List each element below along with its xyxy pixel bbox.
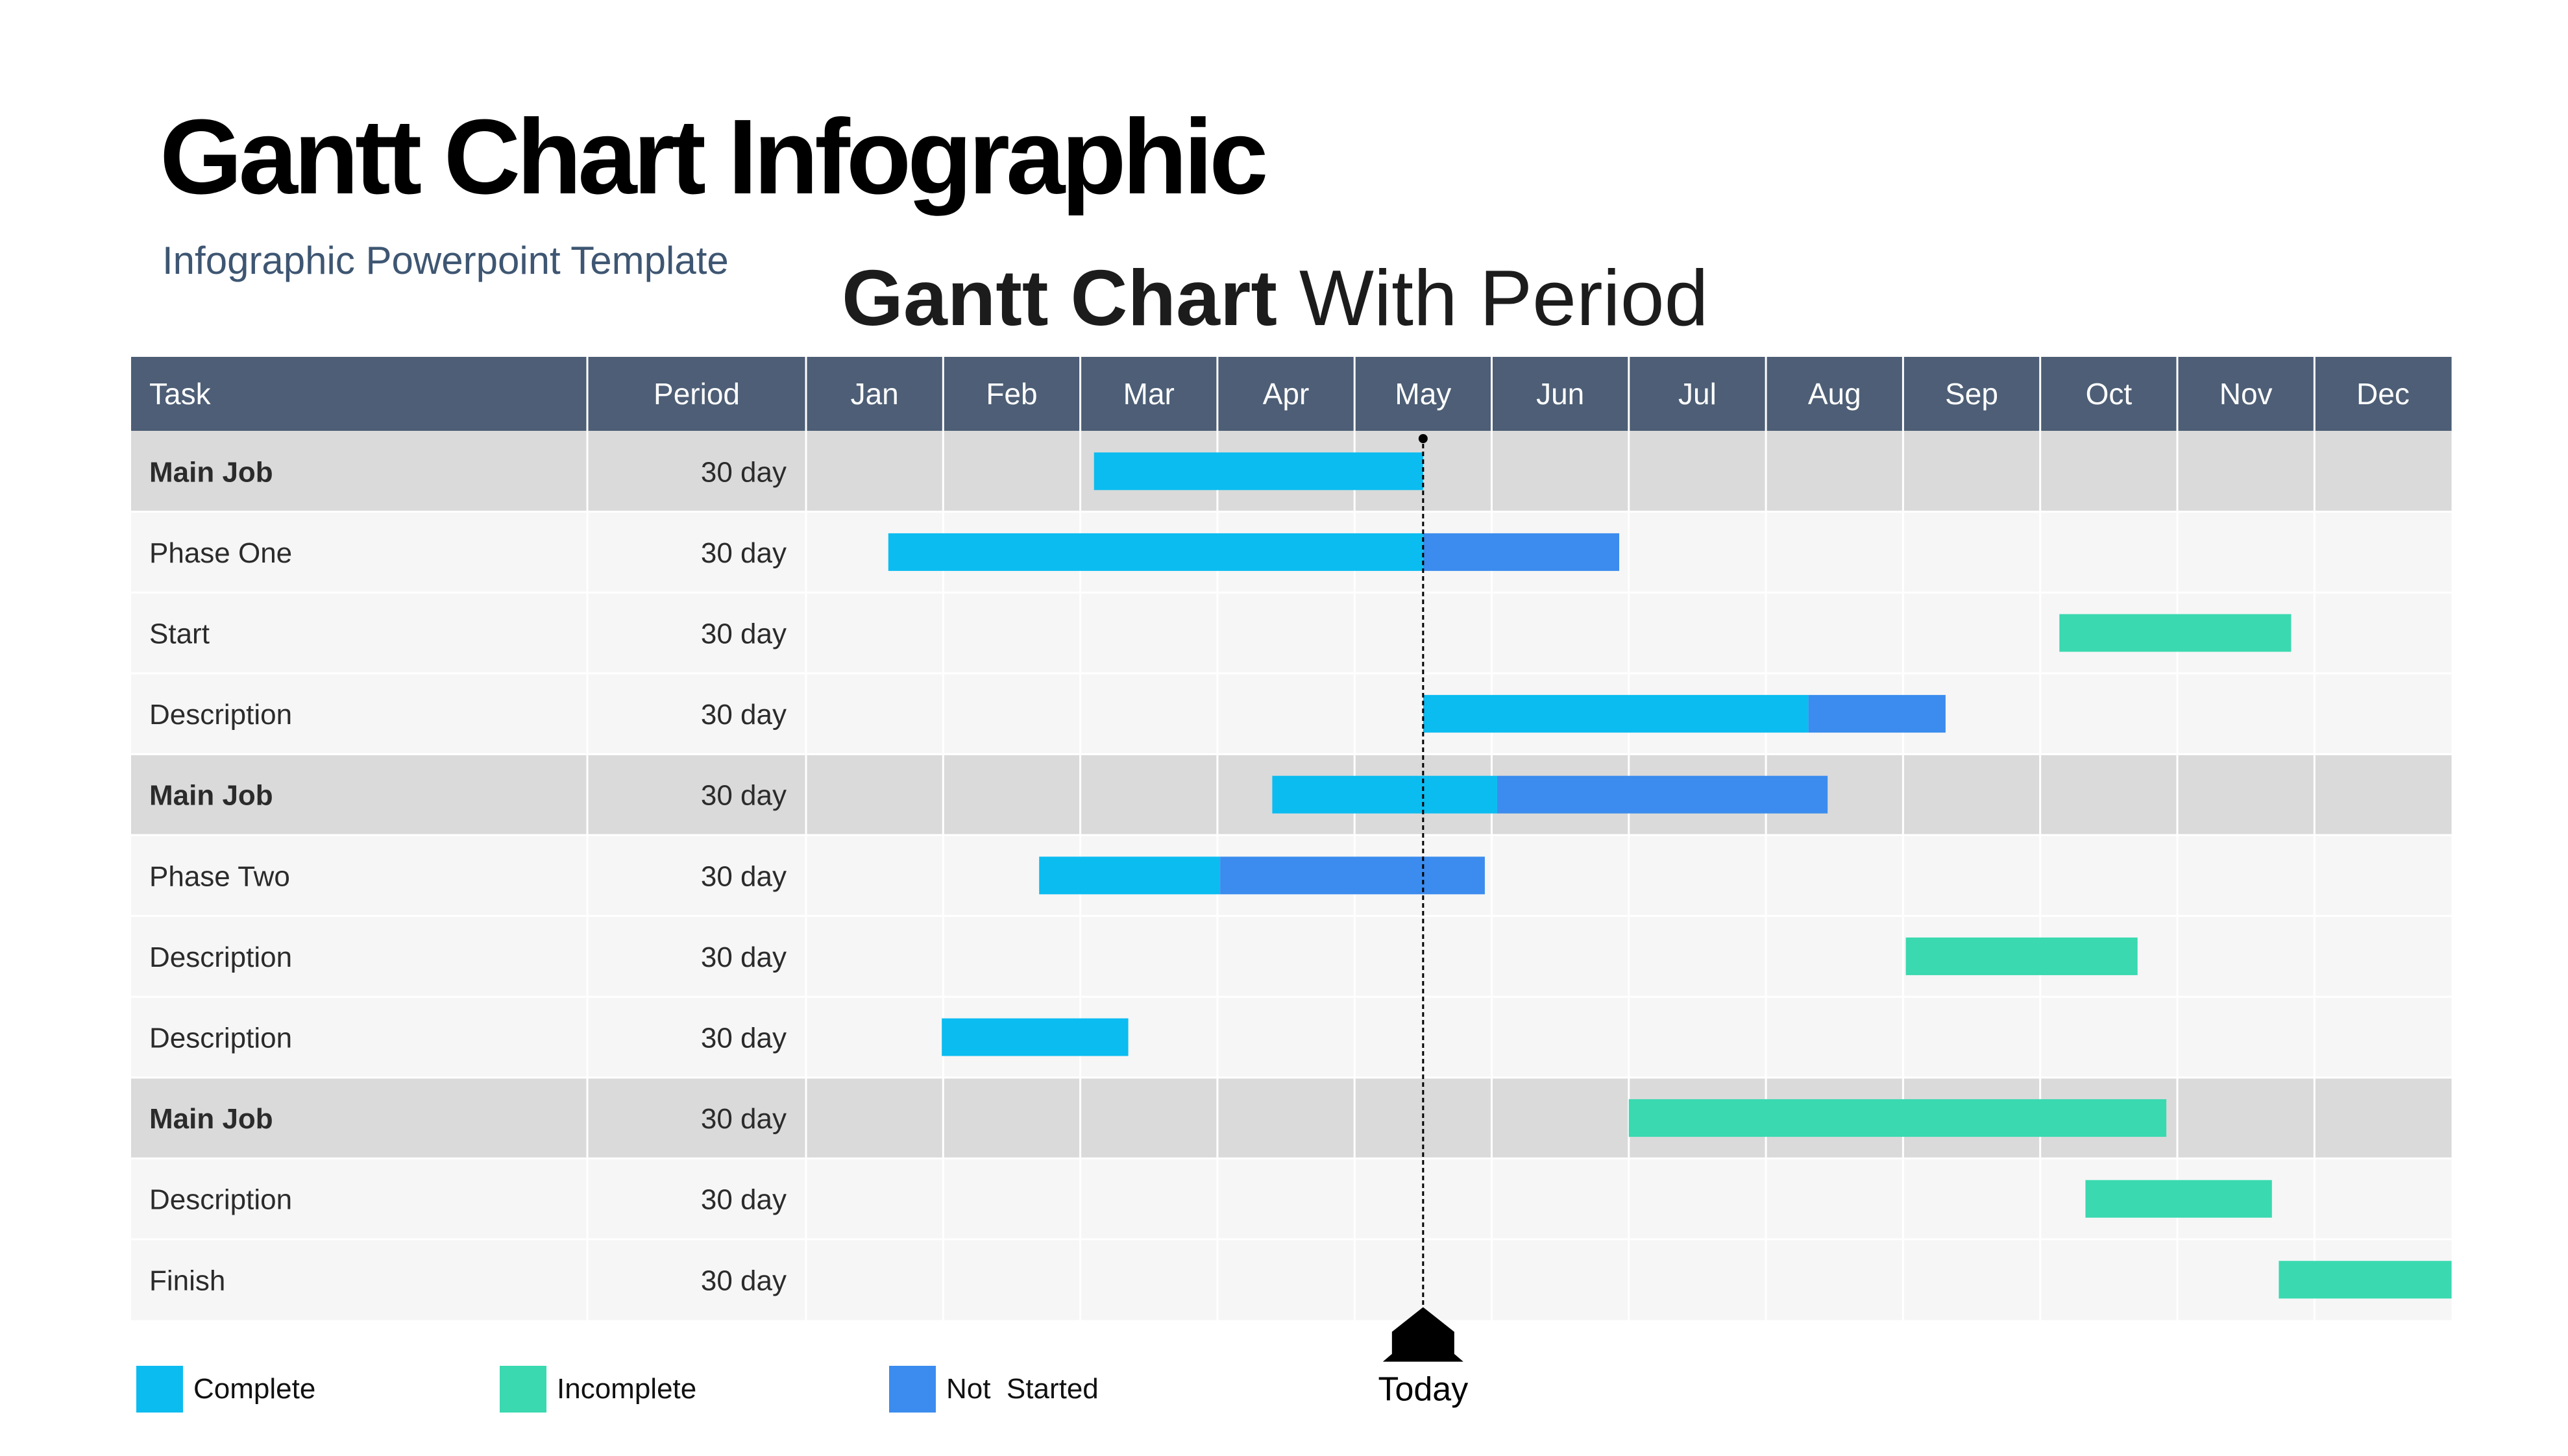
gantt-bar-not-started <box>1497 776 1828 814</box>
header-month-aug: Aug <box>1808 377 1861 411</box>
gantt-bar-not-started <box>1423 533 1619 571</box>
task-label: Description <box>149 941 292 973</box>
gantt-bar-incomplete <box>2279 1261 2451 1298</box>
legend-not-started: Not Started <box>889 1366 1099 1413</box>
task-label: Main Job <box>149 1103 273 1135</box>
legend-complete-label: Complete <box>193 1373 315 1405</box>
period-label: 30 day <box>701 1023 787 1054</box>
table-row <box>131 1239 2452 1320</box>
today-label: Today <box>1378 1371 1468 1409</box>
task-label: Finish <box>149 1265 225 1296</box>
gantt-bar-complete <box>942 1019 1128 1056</box>
gantt-bar-incomplete <box>1906 938 2138 975</box>
task-label: Start <box>149 618 210 650</box>
period-label: 30 day <box>701 456 787 488</box>
legend-incomplete: Incomplete <box>500 1366 696 1413</box>
header-month-mar: Mar <box>1123 377 1175 411</box>
legend-complete: Complete <box>136 1366 315 1413</box>
legend-not-started-swatch <box>889 1366 936 1413</box>
header-month-dec: Dec <box>2356 377 2410 411</box>
period-label: 30 day <box>701 537 787 569</box>
table-row <box>131 997 2452 1078</box>
legend-incomplete-label: Incomplete <box>557 1373 696 1405</box>
task-label: Phase One <box>149 537 292 569</box>
header-month-jul: Jul <box>1678 377 1717 411</box>
task-label: Main Job <box>149 456 273 488</box>
header-month-jan: Jan <box>851 377 899 411</box>
header-month-nov: Nov <box>2219 377 2273 411</box>
table-row <box>131 673 2452 755</box>
period-label: 30 day <box>701 1184 787 1216</box>
gantt-bar-complete <box>1423 695 1809 733</box>
gantt-bar-not-started <box>1220 856 1485 894</box>
header-period-label: Period <box>654 377 740 411</box>
task-label: Description <box>149 1184 292 1216</box>
period-label: 30 day <box>701 618 787 650</box>
today-line-dot <box>1419 434 1428 443</box>
legend-not-started-label: Not Started <box>946 1373 1099 1405</box>
period-label: 30 day <box>701 1265 787 1296</box>
task-label: Description <box>149 699 292 731</box>
period-label: 30 day <box>701 780 787 812</box>
header-month-sep: Sep <box>1945 377 1998 411</box>
header-task-label: Task <box>149 377 212 411</box>
header-month-oct: Oct <box>2086 377 2133 411</box>
legend-complete-swatch <box>136 1366 183 1413</box>
gantt-bar-complete <box>1039 856 1220 894</box>
gantt-bar-incomplete <box>2059 614 2291 652</box>
gantt-bar-complete <box>1272 776 1497 814</box>
task-label: Main Job <box>149 780 273 812</box>
period-label: 30 day <box>701 699 787 731</box>
header-month-feb: Feb <box>986 377 1037 411</box>
gantt-bar-incomplete <box>2085 1180 2271 1218</box>
legend-incomplete-swatch <box>500 1366 546 1413</box>
period-label: 30 day <box>701 860 787 892</box>
gantt-bar-incomplete <box>1629 1099 2166 1137</box>
gantt-bar-complete <box>1094 452 1423 490</box>
header-month-may: May <box>1395 377 1451 411</box>
task-label: Description <box>149 1023 292 1054</box>
period-label: 30 day <box>701 1103 787 1135</box>
task-label: Phase Two <box>149 860 290 892</box>
gantt-bar-not-started <box>1809 695 1946 733</box>
gantt-bar-complete <box>888 533 1423 571</box>
header-month-jun: Jun <box>1536 377 1584 411</box>
gantt-chart: Task Period Jan Feb Mar Apr May Jun Jul Aug Sep Oct… <box>0 0 2568 1456</box>
period-label: 30 day <box>701 941 787 973</box>
header-month-apr: Apr <box>1263 377 1310 411</box>
